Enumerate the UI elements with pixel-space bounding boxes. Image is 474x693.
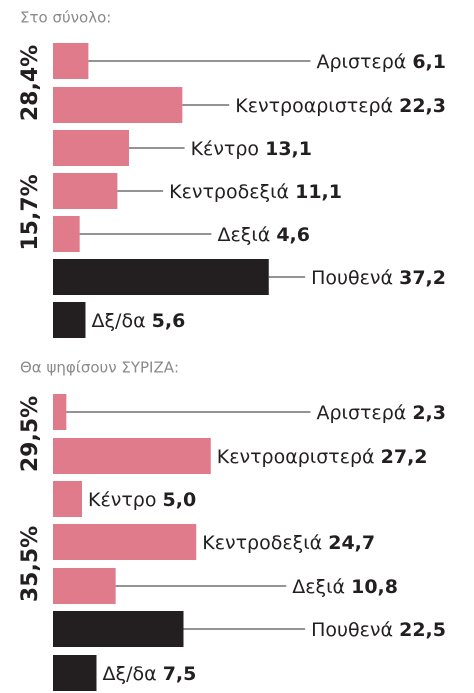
value-label: 22,5 [399, 619, 446, 641]
category-label: Δξ/δα [91, 310, 145, 332]
category-label: Κέντρο [88, 489, 156, 511]
bar-label: Δξ/δα 5,6 [91, 310, 185, 332]
bar [53, 302, 86, 338]
bar-label: Δεξιά 10,8 [292, 576, 398, 598]
value-label: 27,2 [381, 446, 428, 468]
bar [53, 130, 129, 166]
bar-label: Κεντροαριστερά 27,2 [217, 446, 428, 468]
bar-label: Δξ/δα 7,5 [103, 663, 197, 685]
group-share: 15,7% [18, 174, 43, 250]
category-label: Πουθενά [311, 619, 393, 641]
chart-title: Θα ψηφίσουν ΣΥΡΙΖΑ: [20, 359, 179, 377]
bar [53, 259, 269, 295]
value-label: 10,8 [351, 576, 398, 598]
bar-label: Πουθενά 22,5 [311, 619, 446, 641]
bar-label: Κέντρο 5,0 [88, 489, 196, 511]
value-label: 5,0 [163, 489, 197, 511]
value-label: 24,7 [328, 532, 375, 554]
value-label: 22,3 [399, 95, 446, 117]
category-label: Κεντροδεξιά [202, 532, 322, 554]
category-label: Αριστερά [316, 51, 406, 73]
bar [53, 438, 211, 474]
bar [53, 611, 184, 647]
bar [53, 173, 118, 209]
category-label: Αριστερά [316, 402, 406, 424]
value-label: 6,1 [412, 51, 446, 73]
bar-label: Δεξιά 4,6 [217, 224, 310, 246]
category-label: Πουθενά [311, 267, 393, 289]
value-label: 13,1 [265, 138, 312, 160]
chart-title: Στο σύνολο: [20, 9, 111, 27]
bar-label: Κεντροδεξιά 24,7 [202, 532, 375, 554]
bar [53, 524, 197, 560]
bar-label: Αριστερά 6,1 [316, 51, 446, 73]
value-label: 5,6 [152, 310, 186, 332]
bar [53, 87, 183, 123]
bar [53, 216, 80, 252]
category-label: Δεξιά [292, 576, 345, 598]
category-label: Κεντροαριστερά [235, 95, 393, 117]
category-label: Κέντρο [191, 138, 259, 160]
bar [53, 394, 67, 430]
category-label: Κεντροαριστερά [217, 446, 375, 468]
bar-label: Κεντροδεξιά 11,1 [169, 181, 342, 203]
bar-label: Πουθενά 37,2 [311, 267, 446, 289]
value-label: 37,2 [399, 267, 446, 289]
value-label: 2,3 [412, 402, 446, 424]
bar [53, 568, 116, 604]
value-label: 7,5 [163, 663, 197, 685]
category-label: Δξ/δα [103, 663, 157, 685]
group-share: 35,5% [18, 526, 43, 602]
bar [53, 43, 89, 79]
category-label: Δεξιά [217, 224, 270, 246]
bar-label: Κεντροαριστερά 22,3 [235, 95, 446, 117]
value-label: 4,6 [276, 224, 310, 246]
group-share: 29,5% [18, 396, 43, 472]
group-share: 28,4% [18, 45, 43, 121]
category-label: Κεντροδεξιά [169, 181, 289, 203]
value-label: 11,1 [295, 181, 342, 203]
bar [53, 655, 97, 691]
bar-label: Κέντρο 13,1 [191, 138, 312, 160]
bar-label: Αριστερά 2,3 [316, 402, 446, 424]
bar [53, 481, 82, 517]
